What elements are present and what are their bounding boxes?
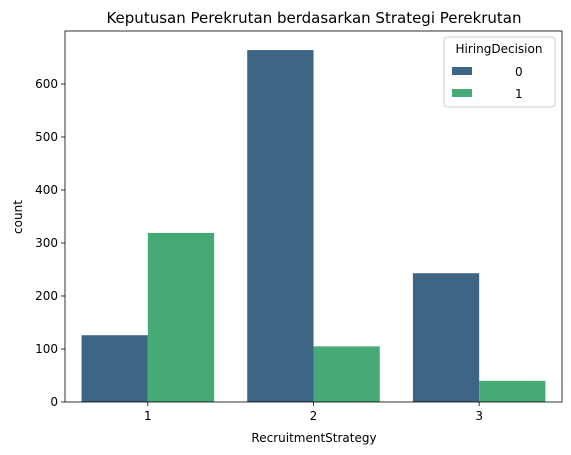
y-tick-label: 0 — [50, 395, 58, 409]
legend: HiringDecision 0 1 — [443, 36, 556, 108]
bar-3-series-0 — [412, 273, 480, 402]
y-tick-label: 600 — [35, 77, 58, 91]
y-tick-label: 500 — [35, 130, 58, 144]
chart-title: Keputusan Perekrutan berdasarkan Strateg… — [106, 9, 521, 27]
bar-1-series-1 — [147, 232, 215, 402]
y-tick-label: 300 — [35, 236, 58, 250]
legend-title: HiringDecision — [456, 42, 543, 56]
x-axis-title: RecruitmentStrategy — [251, 431, 376, 445]
y-tick-label: 100 — [35, 342, 58, 356]
legend-label-0: 0 — [515, 65, 523, 79]
plot-area — [81, 50, 546, 402]
x-tick-label: 2 — [310, 409, 318, 423]
legend-swatch-0 — [452, 67, 472, 75]
bar-3-series-1 — [479, 380, 546, 402]
y-tick-label: 200 — [35, 289, 58, 303]
legend-label-1: 1 — [515, 87, 523, 101]
x-tick-label: 3 — [475, 409, 483, 423]
bar-2-series-0 — [247, 50, 314, 402]
legend-swatch-1 — [452, 89, 472, 97]
bar-2-series-1 — [313, 346, 380, 402]
y-axis-title: count — [11, 200, 25, 234]
x-tick-label: 1 — [144, 409, 152, 423]
bar-1-series-0 — [81, 335, 148, 402]
y-tick-label: 400 — [35, 183, 58, 197]
